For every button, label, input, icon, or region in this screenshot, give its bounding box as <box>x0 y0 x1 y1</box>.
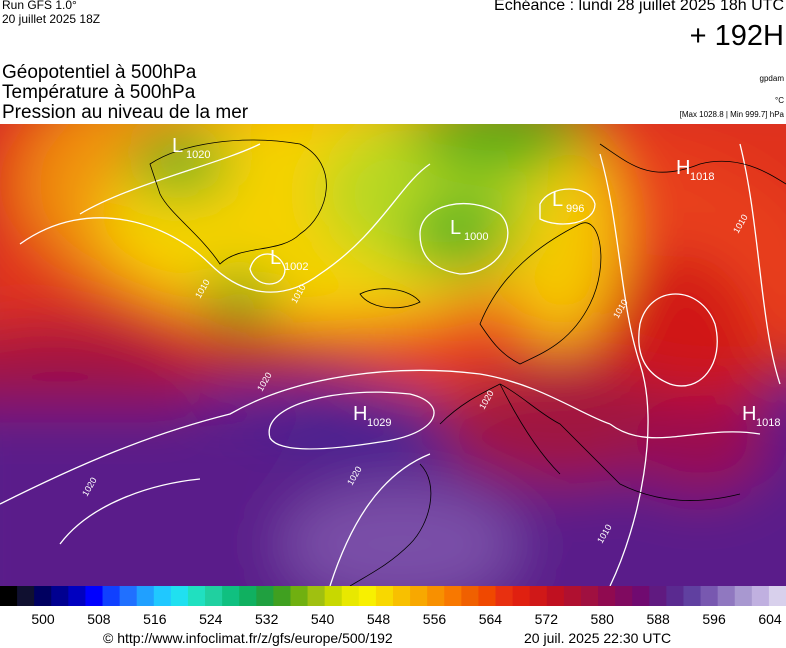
title-2: Température à 500hPa <box>2 82 196 103</box>
colorbar-swatch <box>17 586 35 606</box>
colorbar-swatch <box>307 586 326 606</box>
colorbar-swatch <box>700 586 719 606</box>
colorbar-swatch <box>410 586 428 606</box>
center-value: 1000 <box>464 231 488 243</box>
colorbar-swatch <box>563 586 582 606</box>
colorbar-swatch <box>153 586 172 606</box>
colorbar-swatch <box>222 586 240 606</box>
colorbar-swatch <box>444 586 462 606</box>
center-letter: H <box>742 403 756 425</box>
center-value: 1029 <box>367 417 391 429</box>
colorbar-tick-label: 564 <box>479 611 503 627</box>
run-label: Run GFS 1.0° <box>2 0 77 12</box>
colorbar-tick-label: 548 <box>367 611 391 627</box>
colorbar-swatch <box>529 586 548 606</box>
colorbar-tick-label: 604 <box>758 611 782 627</box>
unit-gpdam: gpdam <box>759 74 784 83</box>
isobars <box>0 143 781 586</box>
colorbar-swatch <box>751 586 770 606</box>
center-value: 1018 <box>756 417 780 429</box>
unit-temp: °C <box>775 96 784 105</box>
center-letter: H <box>676 157 690 179</box>
colorbar-swatch <box>256 586 274 606</box>
center-letter: H <box>353 403 367 425</box>
colorbar-swatch <box>358 586 377 606</box>
colorbar-swatch <box>290 586 309 606</box>
colorbar-swatch <box>598 586 616 606</box>
colorbar-tick-label: 588 <box>646 611 670 627</box>
colorbar-swatch <box>393 586 411 606</box>
colorbar-swatch <box>170 586 189 606</box>
valid-time: Echéance : lundi 28 juillet 2025 18h UTC <box>494 0 784 14</box>
colorbar-swatch <box>512 586 531 606</box>
colorbar-swatch <box>375 586 394 606</box>
center-letter: L <box>172 135 183 157</box>
colorbar-swatch <box>341 586 360 606</box>
footer-url: © http://www.infoclimat.fr/z/gfs/europe/… <box>103 630 393 646</box>
center-value: 1018 <box>690 171 714 183</box>
colorbar-tick-label: 500 <box>31 611 55 627</box>
colorbar-swatch <box>495 586 514 606</box>
colorbar-swatch <box>102 586 121 606</box>
colorbar-swatch <box>273 586 291 606</box>
center-letter: L <box>552 189 563 211</box>
colorbar-swatch <box>51 586 69 606</box>
center-letter: L <box>270 247 281 269</box>
colorbar-swatch <box>0 586 18 606</box>
colorbar-tick-label: 532 <box>255 611 279 627</box>
colorbar-ticks: 500 508 516 524 532 540 548 556 564 572 580 588 596 6… <box>31 611 782 627</box>
colorbar-tick-label: 580 <box>591 611 615 627</box>
colorbar-swatch <box>427 586 445 606</box>
colorbar-swatch <box>68 586 86 606</box>
colorbar-tick-label: 524 <box>199 611 223 627</box>
colorbar-swatch <box>85 586 104 606</box>
colorbar-swatch <box>546 586 565 606</box>
colorbar-swatch <box>34 586 52 606</box>
colorbar-swatch <box>734 586 753 606</box>
colorbar-tick-label: 556 <box>423 611 447 627</box>
colorbar-swatch <box>580 586 599 606</box>
center-value: 1002 <box>284 261 308 273</box>
run-date: 20 juillet 2025 18Z <box>2 12 101 26</box>
colorbar-swatch <box>239 586 257 606</box>
colorbar-tick-label: 508 <box>87 611 111 627</box>
footer-timestamp: 20 juil. 2025 22:30 UTC <box>524 630 672 646</box>
title-1: Géopotentiel à 500hPa <box>2 62 197 83</box>
colorbar-swatch <box>187 586 206 606</box>
colorbar-swatch <box>461 586 479 606</box>
colorbar-swatch <box>717 586 736 606</box>
colorbar-tick-label: 572 <box>535 611 559 627</box>
colorbar-swatch <box>136 586 155 606</box>
colorbar-swatch <box>666 586 684 606</box>
center-value: 996 <box>566 203 584 215</box>
colorbar <box>0 586 786 606</box>
colorbar-tick-label: 596 <box>702 611 726 627</box>
coastlines <box>149 139 786 586</box>
unit-pressure: [Max 1028.8 | Min 999.7] hPa <box>679 110 784 119</box>
lead-time: + 192H <box>689 20 784 52</box>
colorbar-swatch <box>683 586 702 606</box>
colorbar-swatch <box>615 586 633 606</box>
colorbar-swatch <box>768 586 786 606</box>
colorbar-swatch <box>119 586 138 606</box>
field <box>0 124 786 586</box>
center-value: 1020 <box>186 149 210 161</box>
colorbar-swatch <box>649 586 667 606</box>
colorbar-swatch <box>205 586 223 606</box>
colorbar-tick-label: 540 <box>311 611 335 627</box>
center-letter: L <box>450 217 461 239</box>
colorbar-swatch <box>632 586 650 606</box>
colorbar-swatch <box>478 586 497 606</box>
colorbar-tick-label: 516 <box>143 611 167 627</box>
title-3: Pression au niveau de la mer <box>2 102 249 123</box>
colorbar-swatch <box>324 586 343 606</box>
